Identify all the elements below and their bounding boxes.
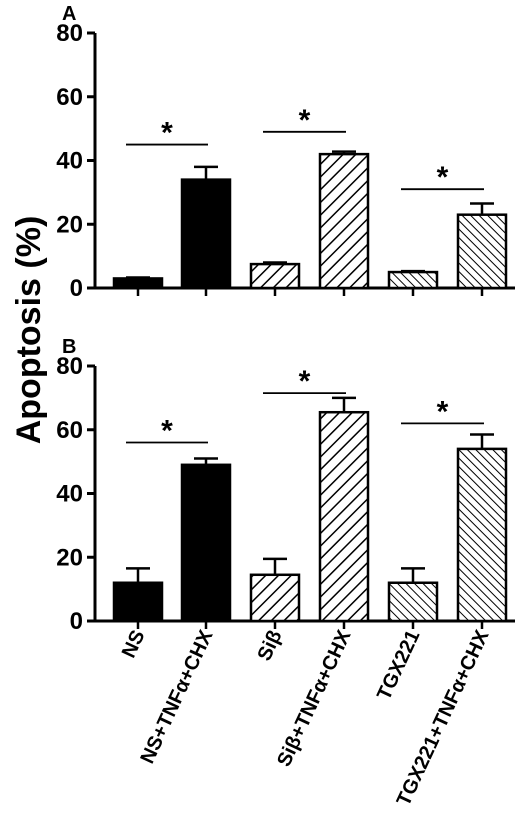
panel-b: B 0 20 40 60 80 * * *	[56, 336, 515, 635]
y-tick-label: 40	[56, 148, 83, 175]
category-label: NS	[118, 627, 150, 661]
y-tick-label: 60	[56, 84, 83, 111]
bar	[318, 152, 370, 290]
y-tick-label: 60	[56, 417, 83, 444]
y-tick-label: 80	[56, 20, 83, 47]
y-tick-label: 20	[56, 211, 83, 238]
bar	[112, 581, 164, 623]
bar	[180, 178, 232, 290]
panel-label: B	[62, 336, 76, 358]
bar	[387, 270, 439, 290]
significance-star: *	[299, 365, 311, 398]
significance-star: *	[437, 161, 449, 194]
bar	[387, 581, 439, 623]
bar	[249, 262, 301, 290]
bar	[112, 277, 164, 290]
category-label: Siβ+TNFα+CHX	[273, 626, 356, 770]
bar	[249, 573, 301, 623]
y-tick-label: 80	[56, 353, 83, 380]
significance-star: *	[161, 117, 173, 150]
bar	[318, 410, 370, 623]
bar	[456, 447, 508, 623]
significance-star: *	[161, 415, 173, 448]
y-tick-label: 20	[56, 544, 83, 571]
y-tick-label: 40	[56, 481, 83, 508]
panel-label: A	[62, 3, 76, 25]
category-label: Siβ	[253, 627, 286, 664]
y-tick-label: 0	[70, 608, 83, 635]
category-label: TGX221	[373, 627, 424, 704]
y-axis-label: Apoptosis (%)	[10, 216, 48, 445]
panel-a: A 0 20 40 60 80 * * *	[56, 3, 515, 302]
significance-star: *	[299, 104, 311, 137]
category-label: NS+TNFα+CHX	[137, 626, 218, 767]
significance-star: *	[437, 395, 449, 428]
bar	[180, 463, 232, 623]
y-tick-label: 0	[70, 275, 83, 302]
bar	[456, 213, 508, 290]
